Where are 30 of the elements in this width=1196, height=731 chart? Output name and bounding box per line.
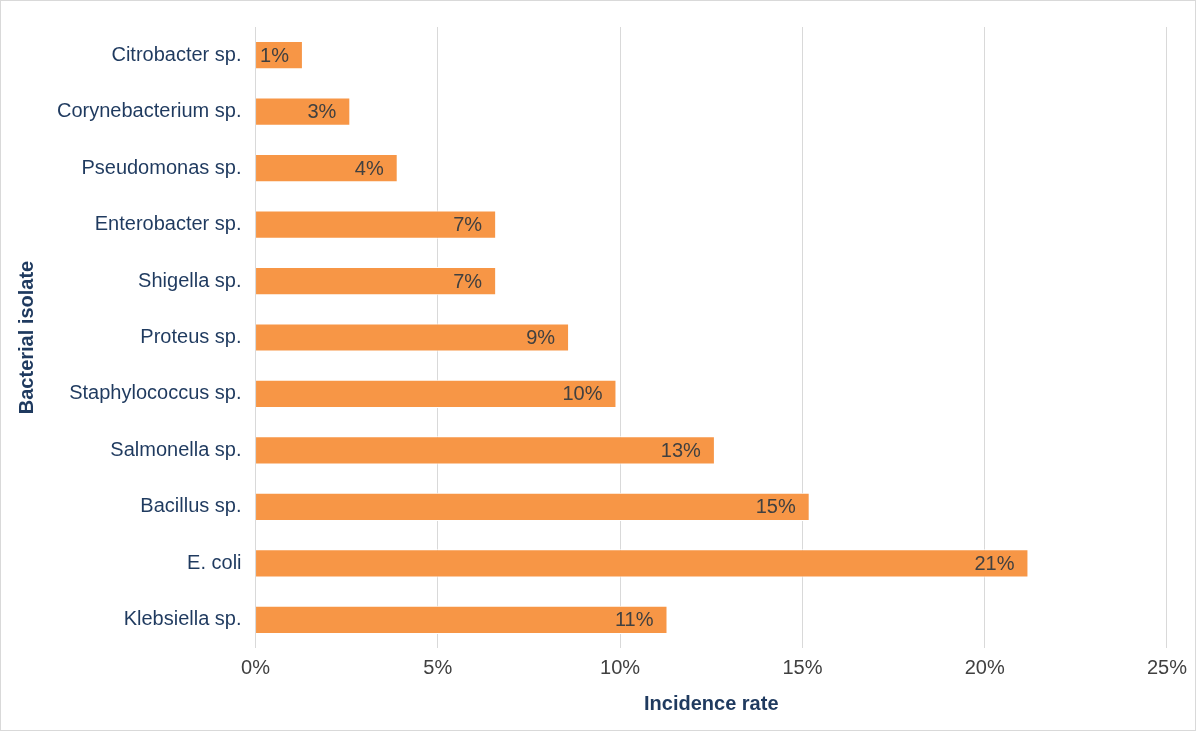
data-label: 13%: [660, 438, 702, 461]
data-label: 7%: [453, 269, 483, 292]
y-tick-label: Corynebacterium sp.: [56, 99, 242, 122]
x-axis-title: Incidence rate: [644, 691, 779, 714]
y-tick-label: Staphylococcus sp.: [69, 381, 242, 404]
x-tick-label: 15%: [782, 655, 823, 678]
data-label: 15%: [755, 495, 796, 518]
data-label: 1%: [260, 43, 290, 66]
y-tick-label: Shigella sp.: [138, 268, 242, 291]
y-tick-label: Citrobacter sp.: [111, 42, 242, 65]
y-tick-label: Enterobacter sp.: [94, 212, 242, 235]
data-label: 11%: [614, 608, 654, 631]
x-tick-label: 0%: [241, 655, 271, 678]
x-tick-label: 5%: [423, 655, 453, 678]
data-label: 3%: [307, 100, 337, 123]
y-tick-label: Bacillus sp.: [140, 494, 242, 517]
y-tick-label: Proteus sp.: [140, 325, 242, 348]
data-label: 9%: [526, 326, 556, 349]
y-tick-label: Salmonella sp.: [110, 437, 242, 460]
y-tick-label: Klebsiella sp.: [123, 607, 242, 630]
y-tick-label: Pseudomonas sp.: [81, 155, 242, 178]
data-label: 7%: [453, 213, 483, 236]
x-tick-label: 25%: [1146, 655, 1188, 678]
y-tick-label: E. coli: [187, 550, 242, 573]
y-axis-title: Bacterial isolate: [14, 260, 37, 415]
data-label: 21%: [974, 551, 1015, 574]
data-label: 4%: [354, 156, 384, 179]
data-label: 10%: [562, 382, 603, 405]
x-tick-label: 10%: [600, 655, 641, 678]
x-tick-label: 20%: [964, 655, 1005, 678]
